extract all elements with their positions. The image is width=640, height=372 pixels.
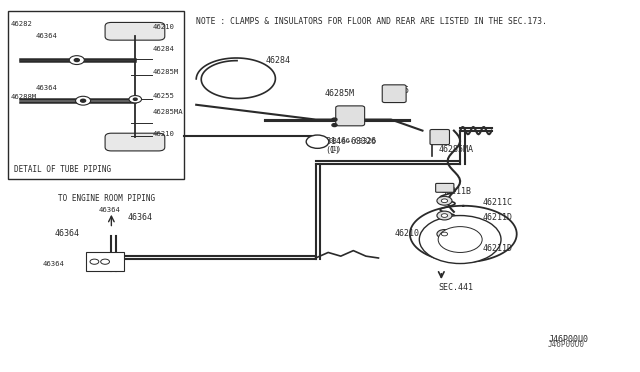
Text: 46364: 46364: [127, 213, 152, 222]
Text: 08146-63326: 08146-63326: [329, 138, 377, 144]
Text: 46285M: 46285M: [152, 68, 179, 74]
Text: 46255: 46255: [152, 93, 174, 99]
Circle shape: [100, 259, 109, 264]
Text: 46284: 46284: [266, 56, 291, 65]
Text: 46364: 46364: [36, 33, 58, 39]
Text: DETAIL OF TUBE PIPING: DETAIL OF TUBE PIPING: [14, 165, 111, 174]
Circle shape: [442, 214, 447, 217]
Text: (1): (1): [329, 146, 342, 152]
Circle shape: [81, 99, 86, 102]
Circle shape: [129, 96, 141, 103]
Text: 46211B: 46211B: [442, 187, 471, 196]
Circle shape: [133, 98, 137, 100]
FancyBboxPatch shape: [436, 183, 454, 192]
Text: 46210: 46210: [152, 24, 174, 30]
Circle shape: [437, 196, 452, 205]
Circle shape: [69, 56, 84, 64]
Text: 46364: 46364: [55, 230, 80, 238]
Circle shape: [438, 227, 482, 253]
FancyBboxPatch shape: [8, 11, 184, 179]
Text: 46285MA: 46285MA: [438, 145, 473, 154]
FancyBboxPatch shape: [430, 129, 449, 145]
Text: 46210: 46210: [394, 230, 419, 238]
Circle shape: [442, 232, 447, 236]
Circle shape: [90, 259, 99, 264]
Text: 46211D: 46211D: [482, 213, 512, 222]
Text: 46288M: 46288M: [11, 94, 37, 100]
Circle shape: [437, 211, 452, 220]
Circle shape: [332, 118, 337, 121]
Circle shape: [437, 230, 452, 238]
Text: 46364: 46364: [99, 207, 121, 213]
FancyBboxPatch shape: [382, 85, 406, 103]
Circle shape: [442, 199, 447, 203]
Text: J46P00U0: J46P00U0: [548, 335, 588, 344]
Circle shape: [76, 96, 91, 105]
Text: 46284: 46284: [152, 46, 174, 52]
Text: 46211D: 46211D: [482, 244, 512, 253]
Text: 46364: 46364: [36, 85, 58, 91]
Text: NOTE : CLAMPS & INSULATORS FOR FLOOR AND REAR ARE LISTED IN THE SEC.173.: NOTE : CLAMPS & INSULATORS FOR FLOOR AND…: [196, 17, 547, 26]
Text: 46282: 46282: [11, 20, 33, 26]
FancyBboxPatch shape: [336, 106, 365, 126]
Text: 46285M: 46285M: [325, 89, 355, 98]
Text: 46255: 46255: [385, 86, 410, 94]
Text: 46364: 46364: [42, 260, 64, 266]
Text: SEC.441: SEC.441: [438, 283, 473, 292]
FancyBboxPatch shape: [105, 133, 164, 151]
Text: J46P00U0: J46P00U0: [548, 340, 585, 349]
Text: 46285MA: 46285MA: [152, 109, 183, 115]
Text: 08146-63326: 08146-63326: [322, 137, 377, 146]
FancyBboxPatch shape: [105, 22, 164, 40]
Text: B: B: [315, 137, 320, 146]
Circle shape: [332, 124, 337, 126]
Text: 46210: 46210: [152, 131, 174, 137]
Text: TO ENGINE ROOM PIPING: TO ENGINE ROOM PIPING: [58, 195, 155, 203]
Circle shape: [419, 215, 501, 263]
Text: 46211C: 46211C: [482, 198, 512, 207]
Circle shape: [74, 59, 79, 62]
Circle shape: [306, 135, 329, 148]
Text: (1): (1): [325, 147, 340, 155]
FancyBboxPatch shape: [86, 253, 124, 271]
